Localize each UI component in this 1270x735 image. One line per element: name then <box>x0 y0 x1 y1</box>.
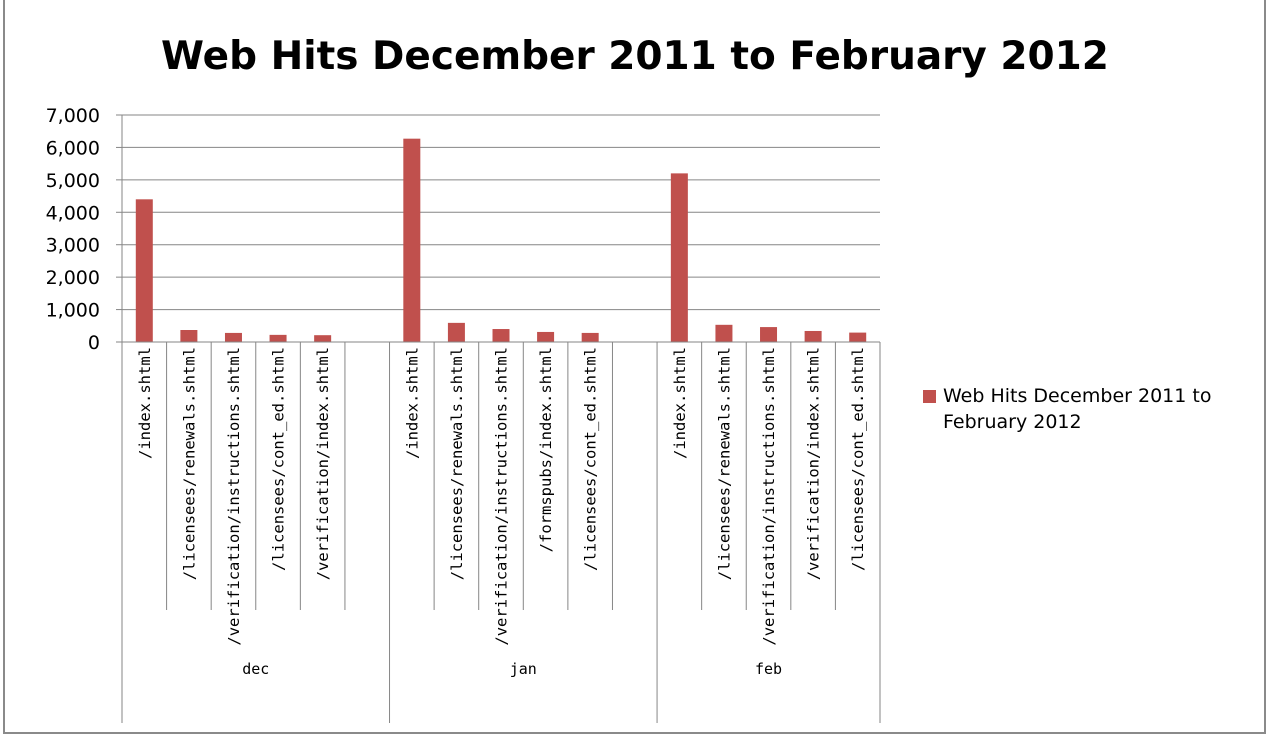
y-tick-label: 3,000 <box>46 235 100 257</box>
group-label: dec <box>242 660 269 678</box>
bar <box>760 327 778 342</box>
category-label: /verification/index.shtml <box>805 347 823 580</box>
category-label: /index.shtml <box>671 347 689 459</box>
bars <box>135 138 867 342</box>
legend-label: Web Hits December 2011 to February 2012 <box>943 385 1212 433</box>
category-label: /licensees/cont_ed.shtml <box>849 347 867 571</box>
bar <box>269 334 287 342</box>
group-label: jan <box>510 660 537 678</box>
bar <box>180 330 198 342</box>
category-label: /licensees/cont_ed.shtml <box>582 347 600 571</box>
bar <box>135 199 153 342</box>
y-tick-label: 2,000 <box>46 267 100 289</box>
category-label: /index.shtml <box>403 347 421 459</box>
bar <box>804 330 822 342</box>
category-label: /licensees/renewals.shtml <box>180 347 198 580</box>
category-label: /index.shtml <box>136 347 154 459</box>
category-label: /licensees/renewals.shtml <box>715 347 733 580</box>
bar <box>849 332 867 342</box>
y-tick-label: 0 <box>88 332 100 354</box>
bar <box>403 138 421 342</box>
bar <box>581 332 599 342</box>
category-label: /verification/instructions.shtml <box>760 347 778 646</box>
y-tick-label: 4,000 <box>46 202 100 224</box>
category-label: /verification/instructions.shtml <box>225 347 243 646</box>
category-label: /licensees/cont_ed.shtml <box>270 347 288 571</box>
chart-title: Web Hits December 2011 to February 2012 <box>161 34 1109 79</box>
bar <box>537 331 555 342</box>
bar <box>314 335 332 342</box>
y-tick-label: 6,000 <box>46 137 100 159</box>
axis-labels: 0 1,000 2,000 3,000 4,000 5,000 6,000 7,000/ind… <box>46 105 868 678</box>
legend-swatch <box>923 390 936 403</box>
y-tick-label: 5,000 <box>46 170 100 192</box>
bar <box>224 332 242 342</box>
category-label: /licensees/renewals.shtml <box>448 347 466 580</box>
y-tick-label: 1,000 <box>46 300 100 322</box>
category-label: /verification/instructions.shtml <box>493 347 511 646</box>
bar <box>715 324 733 342</box>
chart-frame <box>3 0 1266 734</box>
bar <box>447 322 465 342</box>
axes <box>116 114 881 723</box>
bar <box>670 173 688 342</box>
group-label: feb <box>755 660 782 678</box>
y-tick-label: 7,000 <box>46 105 100 127</box>
gridlines <box>122 114 880 311</box>
bar <box>492 329 510 342</box>
category-label: /verification/index.shtml <box>314 347 332 580</box>
category-label: /formspubs/index.shtml <box>537 347 555 552</box>
